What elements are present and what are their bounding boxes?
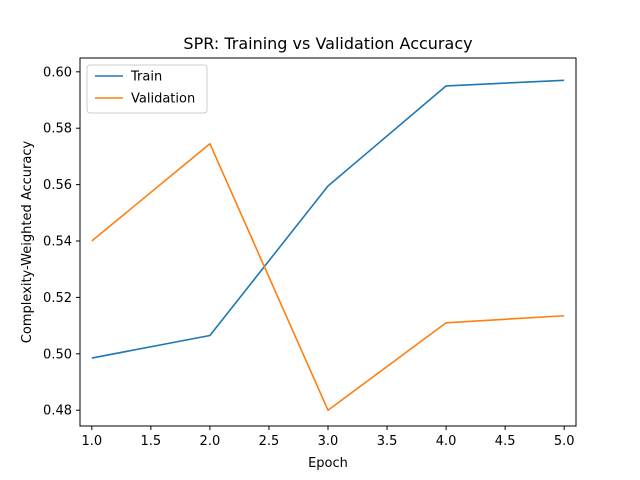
x-tick-label: 2.5 [259,434,280,449]
y-tick-label: 0.58 [43,122,72,137]
x-tick-label: 1.0 [81,434,102,449]
x-tick-label: 2.0 [200,434,221,449]
y-tick-label: 0.48 [43,404,72,419]
x-tick-label: 1.5 [141,434,162,449]
x-axis-label: Epoch [308,456,348,471]
y-axis-label: Complexity-Weighted Accuracy [20,141,35,344]
x-tick-label: 3.0 [318,434,339,449]
y-tick-label: 0.60 [43,65,72,80]
x-tick-label: 4.0 [436,434,457,449]
y-tick-label: 0.54 [43,235,72,250]
x-tick-label: 3.5 [377,434,398,449]
x-axis: 1.0 1.5 2.0 2.5 3.0 3.5 4.0 4.5 5.0 [81,426,575,449]
y-tick-label: 0.56 [43,178,72,193]
legend-label-validation: Validation [131,92,195,107]
legend: Train Validation [86,64,208,114]
chart-title: SPR: Training vs Validation Accuracy [183,34,472,53]
y-tick-label: 0.52 [43,291,72,306]
series-group [91,79,565,412]
y-axis: 0.48 0.50 0.52 0.54 0.56 0.58 0.60 [43,65,80,419]
x-tick-label: 4.5 [495,434,516,449]
y-tick-label: 0.50 [43,347,72,362]
legend-label-train: Train [130,70,162,85]
x-tick-label: 5.0 [554,434,575,449]
legend-box [86,64,208,114]
